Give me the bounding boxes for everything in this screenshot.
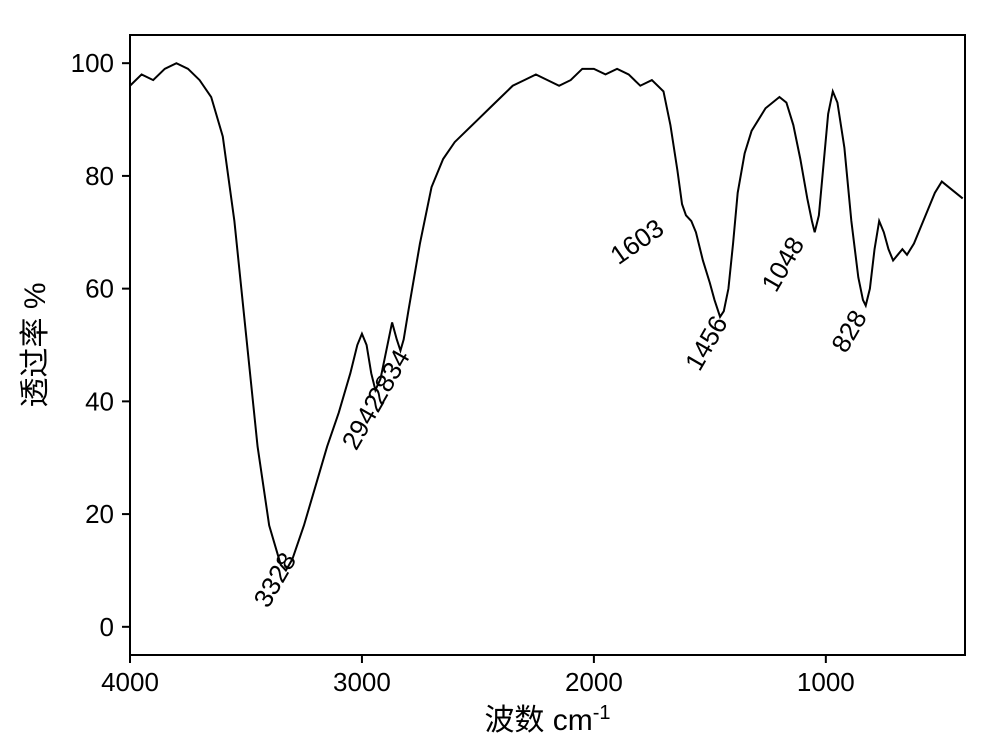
y-tick-label: 40 (85, 386, 114, 416)
peak-label: 1048 (755, 232, 810, 297)
x-tick-label: 2000 (565, 667, 623, 697)
spectrum-trace (130, 63, 963, 570)
x-tick-label: 1000 (797, 667, 855, 697)
x-axis-label: 波数 cm-1 (484, 702, 610, 737)
y-tick-label: 80 (85, 161, 114, 191)
y-axis-label: 透过率 % (19, 282, 52, 407)
peak-label: 2834 (361, 344, 416, 409)
x-tick-label: 3000 (333, 667, 391, 697)
peak-label: 1456 (679, 310, 734, 375)
y-tick-label: 60 (85, 274, 114, 304)
ir-spectrum-chart: 4000 3000 2000 1000 0 20 40 60 80 100 波数 cm-1 透过率 %… (0, 0, 1000, 750)
chart-svg: 4000 3000 2000 1000 0 20 40 60 80 100 波数 cm-1 透过率 %… (0, 0, 1000, 750)
peak-label: 1603 (605, 213, 670, 271)
y-tick-label: 0 (100, 612, 114, 642)
x-tick-label: 4000 (101, 667, 159, 697)
y-tick-label: 20 (85, 499, 114, 529)
svg-text:波数 cm-1: 波数 cm-1 (484, 702, 610, 737)
peak-label: 828 (825, 305, 873, 358)
y-tick-label: 100 (71, 48, 114, 78)
